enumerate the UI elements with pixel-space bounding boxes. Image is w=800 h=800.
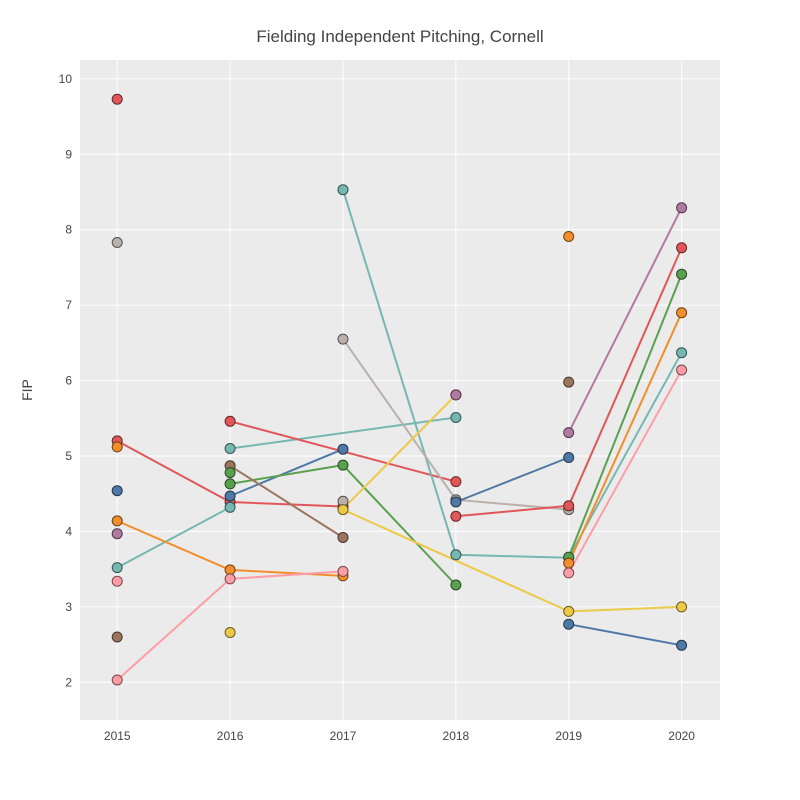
- x-tick-label: 2018: [443, 729, 470, 743]
- data-point-16-0[interactable]: [450, 389, 462, 401]
- series-line-20: [567, 207, 683, 434]
- series-line-22: [567, 312, 683, 564]
- data-point-26-0[interactable]: [111, 93, 123, 105]
- data-point-23-0[interactable]: [563, 567, 575, 579]
- data-point-7-0[interactable]: [224, 627, 236, 638]
- data-point-29-0[interactable]: [111, 485, 123, 497]
- data-point-8-1[interactable]: [224, 501, 236, 513]
- series-line-21: [567, 273, 683, 558]
- series-line-17: [455, 456, 570, 503]
- series-line-23: [567, 369, 683, 574]
- data-point-30-0[interactable]: [111, 528, 123, 540]
- data-point-19-0[interactable]: [563, 618, 575, 630]
- x-tick-label: 2019: [555, 729, 582, 743]
- data-point-12-0[interactable]: [111, 674, 123, 686]
- data-point-22-0[interactable]: [563, 557, 575, 569]
- data-point-1-0[interactable]: [224, 490, 236, 502]
- y-tick-label: 2: [65, 675, 72, 689]
- series-markers: [111, 93, 688, 686]
- data-point-6-0[interactable]: [224, 467, 236, 479]
- data-point-11-0[interactable]: [111, 515, 123, 527]
- data-point-32-0[interactable]: [111, 631, 123, 643]
- series-line-1: [229, 448, 344, 497]
- data-point-9-3[interactable]: [676, 347, 688, 359]
- x-tick-label: 2017: [330, 729, 357, 743]
- data-point-1-1[interactable]: [337, 443, 349, 455]
- data-point-12-1[interactable]: [224, 573, 236, 585]
- y-axis-ticks: 2 3 4 5 6 7 8 9 10: [59, 72, 73, 689]
- y-tick-label: 5: [65, 449, 72, 463]
- y-tick-label: 6: [65, 374, 72, 388]
- data-point-4-2[interactable]: [450, 579, 462, 591]
- chart-title: Fielding Independent Pitching, Cornell: [256, 27, 543, 46]
- data-point-9-1[interactable]: [450, 549, 462, 561]
- data-point-9-0[interactable]: [337, 184, 349, 196]
- data-point-3-0[interactable]: [224, 415, 236, 427]
- y-axis-label: FIP: [19, 379, 35, 401]
- series-line-2: [229, 416, 457, 450]
- data-point-20-1[interactable]: [676, 202, 688, 214]
- data-point-25-0[interactable]: [563, 376, 575, 388]
- series-line-19: [568, 623, 682, 647]
- plot-background: [80, 60, 720, 720]
- data-point-18-1[interactable]: [563, 500, 575, 512]
- grid: [80, 60, 720, 720]
- data-point-19-1[interactable]: [676, 639, 688, 651]
- y-tick-label: 10: [59, 72, 73, 86]
- data-point-4-0[interactable]: [224, 478, 236, 490]
- data-point-8-0[interactable]: [111, 562, 123, 574]
- x-axis-ticks: 2015 2016 2017 2018 2019 2020: [104, 729, 695, 743]
- data-point-15-1[interactable]: [563, 605, 575, 617]
- x-tick-label: 2020: [668, 729, 695, 743]
- data-point-4-1[interactable]: [337, 459, 349, 471]
- data-point-22-1[interactable]: [676, 307, 688, 319]
- y-tick-label: 3: [65, 600, 72, 614]
- data-point-5-1[interactable]: [337, 532, 349, 543]
- data-point-12-2[interactable]: [337, 565, 349, 577]
- data-point-20-0[interactable]: [563, 427, 575, 439]
- data-point-18-2[interactable]: [676, 242, 688, 254]
- data-point-18-0[interactable]: [450, 510, 462, 522]
- data-point-17-0[interactable]: [450, 496, 462, 508]
- series-line-8: [116, 506, 231, 569]
- data-point-27-0[interactable]: [111, 237, 123, 248]
- series-line-9: [342, 189, 683, 559]
- x-tick-label: 2015: [104, 729, 131, 743]
- data-point-28-0[interactable]: [111, 441, 123, 453]
- data-point-2-1[interactable]: [450, 412, 462, 423]
- y-tick-label: 9: [65, 147, 72, 161]
- data-point-24-0[interactable]: [563, 231, 575, 242]
- data-point-23-1[interactable]: [676, 364, 688, 376]
- data-point-10-0[interactable]: [337, 333, 349, 345]
- data-point-31-0[interactable]: [111, 575, 123, 587]
- y-tick-label: 7: [65, 298, 72, 312]
- data-point-15-0[interactable]: [337, 504, 349, 516]
- x-tick-label: 2016: [217, 729, 244, 743]
- data-point-21-1[interactable]: [676, 268, 688, 280]
- y-tick-label: 4: [65, 524, 72, 538]
- data-point-17-1[interactable]: [563, 452, 575, 463]
- data-point-3-1[interactable]: [450, 476, 462, 488]
- y-tick-label: 8: [65, 223, 72, 237]
- data-point-2-0[interactable]: [224, 443, 236, 454]
- data-point-15-2[interactable]: [676, 601, 688, 613]
- series-line-5: [229, 464, 344, 539]
- series-line-13: [342, 394, 457, 510]
